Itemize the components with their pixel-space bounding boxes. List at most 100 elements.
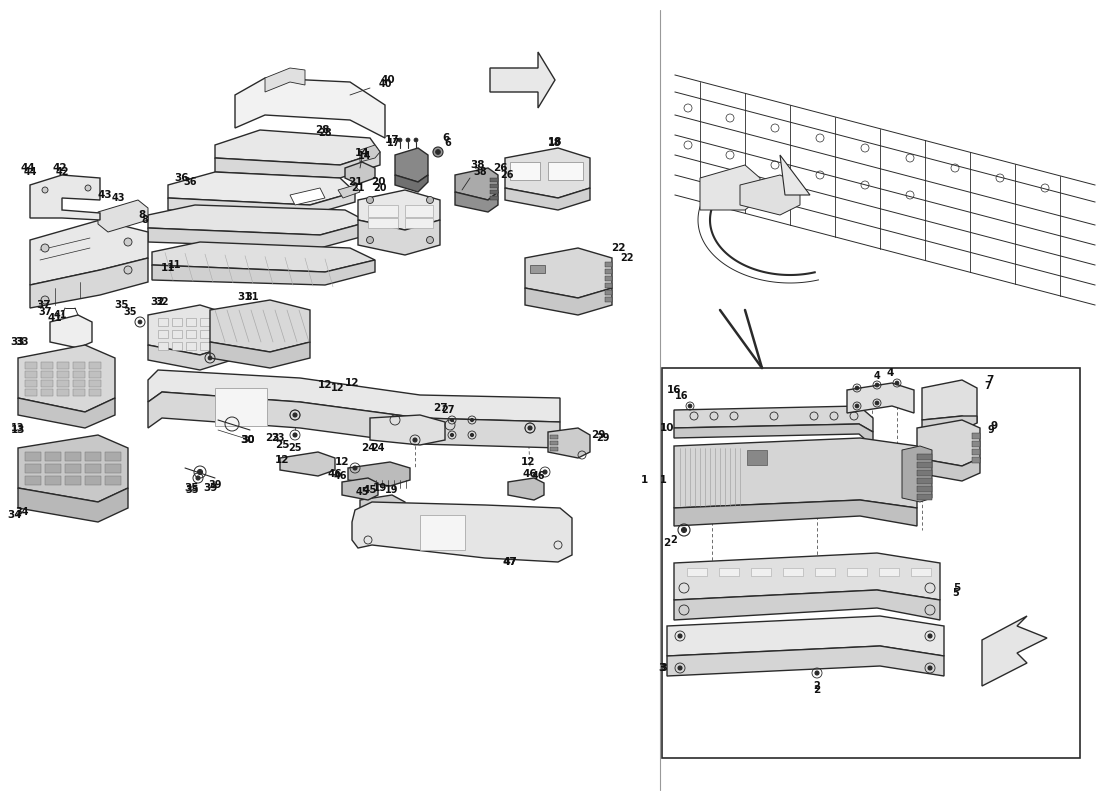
Text: 38: 38	[471, 160, 485, 170]
Bar	[605, 276, 612, 281]
Circle shape	[815, 671, 820, 675]
Text: 5: 5	[952, 588, 959, 598]
Circle shape	[678, 666, 682, 670]
Text: 34: 34	[8, 510, 22, 520]
Bar	[550, 441, 558, 445]
Text: 21: 21	[351, 183, 365, 193]
Polygon shape	[214, 130, 380, 165]
Bar	[214, 330, 224, 338]
Polygon shape	[214, 152, 380, 178]
Circle shape	[895, 381, 899, 385]
Text: 7: 7	[987, 375, 993, 385]
Bar	[45, 464, 60, 473]
Polygon shape	[290, 188, 324, 205]
Bar	[85, 476, 101, 485]
Bar	[158, 318, 168, 326]
Polygon shape	[490, 52, 556, 108]
Bar	[972, 449, 980, 455]
Bar	[879, 568, 899, 576]
Circle shape	[414, 138, 418, 142]
Text: 41: 41	[53, 310, 67, 320]
Polygon shape	[152, 242, 375, 272]
Text: 45: 45	[355, 487, 368, 497]
Polygon shape	[210, 300, 310, 352]
Polygon shape	[525, 248, 612, 298]
Bar	[847, 568, 867, 576]
Polygon shape	[152, 260, 375, 285]
Bar	[530, 265, 544, 273]
Bar	[917, 494, 932, 500]
Polygon shape	[508, 478, 544, 500]
Circle shape	[427, 197, 433, 203]
Polygon shape	[148, 370, 560, 422]
Text: 35: 35	[185, 485, 199, 495]
Text: 4: 4	[873, 371, 880, 381]
Text: 35: 35	[114, 300, 130, 310]
Bar	[747, 450, 767, 465]
Polygon shape	[348, 462, 410, 486]
Text: 20: 20	[371, 177, 385, 187]
Bar	[104, 476, 121, 485]
Bar	[25, 389, 37, 396]
Text: 27: 27	[441, 405, 454, 415]
Circle shape	[398, 138, 402, 142]
Text: 2: 2	[663, 538, 671, 548]
Circle shape	[528, 426, 532, 430]
Bar	[972, 433, 980, 439]
Text: 1: 1	[640, 475, 648, 485]
Text: 42: 42	[53, 163, 67, 173]
Text: 12: 12	[520, 457, 536, 467]
Bar	[972, 457, 980, 463]
Bar	[911, 568, 931, 576]
Bar	[510, 162, 540, 180]
Polygon shape	[525, 288, 612, 315]
Polygon shape	[148, 305, 232, 355]
Polygon shape	[148, 222, 368, 248]
Polygon shape	[922, 380, 977, 423]
Circle shape	[682, 527, 686, 533]
Text: 21: 21	[348, 177, 362, 187]
Text: 19: 19	[385, 485, 398, 495]
Bar	[73, 380, 85, 387]
Bar	[972, 441, 980, 447]
Text: 32: 32	[151, 297, 165, 307]
Polygon shape	[548, 428, 590, 458]
Circle shape	[928, 666, 932, 670]
Bar	[158, 342, 168, 350]
Text: 17: 17	[385, 135, 399, 145]
Text: 39: 39	[208, 480, 222, 490]
Bar	[420, 515, 465, 550]
Text: 33: 33	[11, 337, 25, 347]
Polygon shape	[280, 452, 336, 476]
Text: 16: 16	[667, 385, 681, 395]
Polygon shape	[18, 345, 116, 412]
Polygon shape	[338, 185, 360, 198]
Bar	[550, 447, 558, 451]
Circle shape	[196, 476, 200, 480]
Text: 22: 22	[610, 243, 625, 253]
Polygon shape	[982, 616, 1047, 686]
Polygon shape	[505, 148, 590, 198]
Text: 27: 27	[432, 403, 448, 413]
Text: 37: 37	[39, 307, 52, 317]
Text: 2: 2	[813, 685, 821, 695]
Circle shape	[412, 438, 417, 442]
Bar	[214, 342, 224, 350]
Circle shape	[198, 470, 202, 474]
Circle shape	[42, 187, 48, 193]
Polygon shape	[917, 420, 980, 466]
Circle shape	[138, 320, 142, 324]
Bar	[25, 380, 37, 387]
Circle shape	[366, 197, 374, 203]
Text: 26: 26	[500, 170, 514, 180]
Bar	[783, 568, 803, 576]
Text: 3: 3	[659, 663, 666, 673]
Polygon shape	[395, 148, 428, 182]
Polygon shape	[18, 488, 128, 522]
Polygon shape	[148, 345, 232, 370]
Bar	[41, 389, 53, 396]
Circle shape	[451, 418, 453, 422]
Bar	[917, 454, 932, 460]
Text: 47: 47	[503, 557, 517, 567]
Text: 17: 17	[387, 138, 400, 148]
